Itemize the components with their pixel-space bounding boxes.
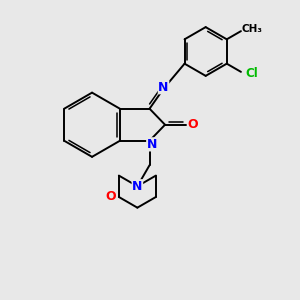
Text: N: N	[147, 138, 157, 151]
Text: N: N	[158, 81, 169, 94]
Text: N: N	[132, 180, 142, 193]
Text: O: O	[188, 118, 198, 131]
Text: O: O	[105, 190, 116, 203]
Text: Cl: Cl	[245, 67, 258, 80]
Text: CH₃: CH₃	[242, 24, 263, 34]
